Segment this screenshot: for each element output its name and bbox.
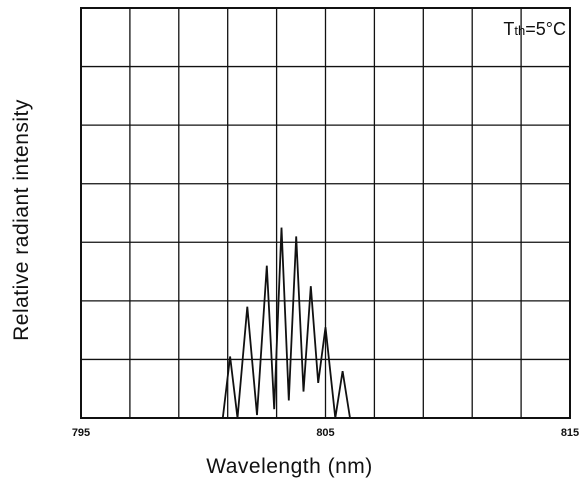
x-axis-label: Wavelength (nm) [206,455,373,478]
x-tick-label: 805 [316,427,334,439]
chart-grid [81,8,570,418]
spectrum-line [81,227,570,419]
annotation-rest: =5°C [525,19,566,39]
x-tick-label: 795 [72,427,90,439]
x-tick-labels: 795 805 815 [72,427,579,439]
temperature-annotation: Tth=5°C [503,19,566,39]
annotation-subscript: th [514,23,525,38]
annotation-main: T [503,19,514,39]
x-tick-label: 815 [561,427,579,439]
plot-frame [80,7,571,419]
y-axis-label: Relative radiant intensity [10,99,33,341]
